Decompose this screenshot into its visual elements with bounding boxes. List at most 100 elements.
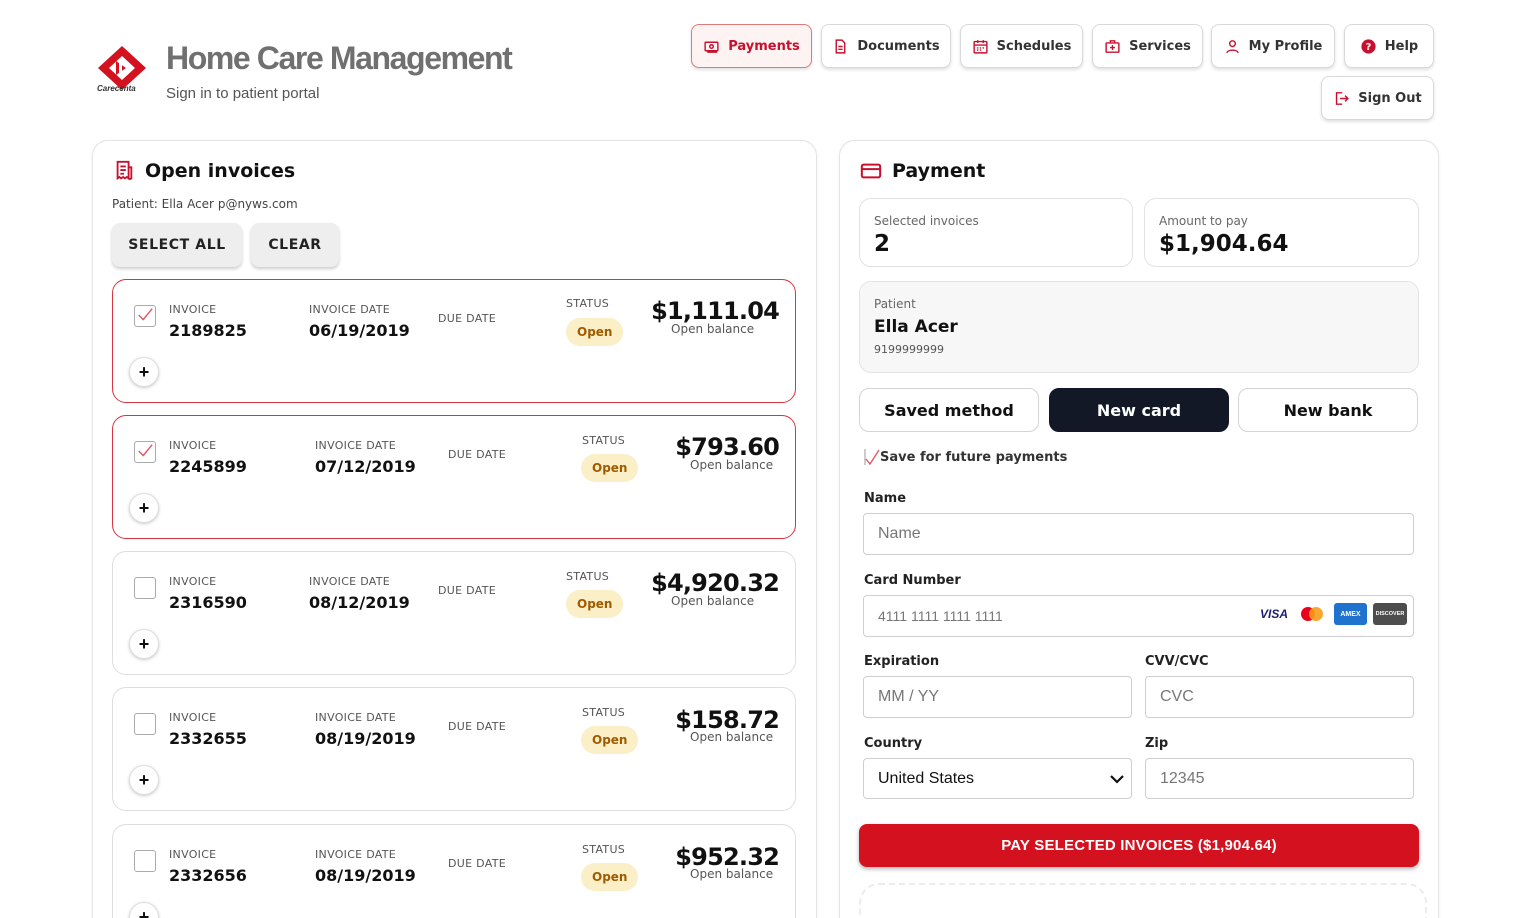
invoice-checkbox[interactable] [134, 850, 156, 872]
nav-documents-button[interactable]: Documents [821, 24, 951, 68]
invoice-card[interactable]: INVOICE 2245899 INVOICE DATE 07/12/2019 … [112, 415, 796, 539]
name-input[interactable] [863, 513, 1414, 555]
open-invoices-title: Open invoices [113, 160, 295, 182]
invoice-amount: $793.60 [675, 433, 780, 461]
invoice-checkbox[interactable] [134, 713, 156, 735]
due-date-label: DUE DATE [448, 448, 506, 461]
due-date-label: DUE DATE [448, 720, 506, 733]
new-bank-button[interactable]: New bank [1238, 388, 1418, 432]
document-icon [835, 38, 846, 54]
amount-to-pay-value: $1,904.64 [1159, 231, 1289, 257]
invoice-number-label: INVOICE [169, 303, 217, 316]
invoice-date: 07/12/2019 [315, 457, 416, 476]
discover-icon: DISCOVER [1373, 603, 1407, 625]
mastercard-icon [1296, 603, 1328, 625]
invoice-card[interactable]: INVOICE 2316590 INVOICE DATE 08/12/2019 … [112, 551, 796, 675]
invoice-date-label: INVOICE DATE [315, 439, 397, 452]
nav-help-label: Help [1384, 38, 1419, 54]
selected-invoices-box: Selected invoices 2 [859, 198, 1133, 267]
card-number-input[interactable] [863, 595, 1414, 637]
nav-sign-out-label: Sign Out [1358, 90, 1422, 106]
invoice-checkbox[interactable] [134, 577, 156, 599]
cvv-input[interactable] [1145, 676, 1414, 718]
nav-schedules-button[interactable]: Schedules [960, 24, 1083, 68]
patient-phone: 9199999999 [874, 343, 944, 356]
saved-method-button[interactable]: Saved method [859, 388, 1039, 432]
expand-invoice-button[interactable]: + [129, 765, 159, 795]
receipt-icon [116, 160, 133, 181]
patient-name: Ella Acer [874, 317, 958, 337]
amex-icon: AMEX [1334, 603, 1367, 625]
due-date-label: DUE DATE [448, 857, 506, 870]
invoice-amount: $4,920.32 [651, 569, 780, 597]
carecenta-logo-icon [98, 46, 146, 90]
save-future-checkbox[interactable]: Save for future payments [864, 448, 1067, 466]
nav-services-button[interactable]: Services [1092, 24, 1203, 68]
country-select[interactable]: United States [863, 758, 1132, 799]
invoice-checkbox[interactable] [134, 441, 156, 463]
payment-title: Payment [860, 160, 985, 182]
zip-input[interactable] [1145, 758, 1414, 799]
invoice-checkbox[interactable] [134, 305, 156, 327]
patient-email: p@nyws.com [217, 197, 298, 211]
status-label: STATUS [582, 843, 626, 856]
invoice-card[interactable]: INVOICE 2332655 INVOICE DATE 08/19/2019 … [112, 687, 796, 811]
status-label: STATUS [566, 570, 610, 583]
expiration-label: Expiration [864, 654, 940, 669]
invoice-number-label: INVOICE [169, 575, 217, 588]
invoice-number: 2189825 [169, 321, 247, 340]
nav-documents-label: Documents [857, 38, 940, 54]
expiration-input[interactable] [863, 676, 1132, 718]
nav-sign-out-button[interactable]: Sign Out [1321, 76, 1434, 120]
expand-invoice-button[interactable]: + [129, 629, 159, 659]
amount-to-pay-label: Amount to pay [1159, 214, 1248, 228]
calendar-icon [973, 39, 988, 54]
app-title: Home Care Management [166, 40, 513, 76]
nav-my-profile-button[interactable]: My Profile [1211, 24, 1335, 68]
name-label: Name [864, 491, 907, 506]
svg-text:?: ? [1365, 42, 1371, 53]
nav-services-label: Services [1129, 38, 1191, 54]
expand-invoice-button[interactable]: + [129, 357, 159, 387]
save-future-label: Save for future payments [880, 449, 1068, 465]
open-balance-label: Open balance [671, 322, 755, 336]
status-badge: Open [581, 726, 639, 754]
nav-payments-button[interactable]: Payments [691, 24, 812, 68]
invoice-amount: $158.72 [675, 706, 780, 734]
invoice-amount: $1,111.04 [651, 297, 780, 325]
expand-invoice-button[interactable]: + [129, 902, 159, 918]
pay-selected-invoices-button[interactable]: PAY SELECTED INVOICES ($1,904.64) [859, 824, 1419, 867]
brand-logo-text: Carecenta [97, 84, 136, 93]
patient-name: Ella Acer [161, 197, 214, 211]
card-number-label: Card Number [864, 573, 961, 588]
status-label: STATUS [566, 297, 610, 310]
open-balance-label: Open balance [690, 867, 774, 881]
open-balance-label: Open balance [671, 594, 755, 608]
invoice-date: 08/19/2019 [315, 866, 416, 885]
invoice-card[interactable]: INVOICE 2332656 INVOICE DATE 08/19/2019 … [112, 824, 796, 918]
selected-invoices-value: 2 [874, 231, 891, 257]
open-balance-label: Open balance [690, 458, 774, 472]
medical-kit-icon [1105, 39, 1120, 53]
payment-title-text: Payment [892, 160, 986, 182]
app-subtitle: Sign in to patient portal [166, 85, 320, 102]
checkmark-icon [138, 308, 153, 321]
invoice-number: 2245899 [169, 457, 247, 476]
patient-prefix: Patient: [112, 197, 158, 211]
invoice-date: 08/19/2019 [315, 729, 416, 748]
expand-invoice-button[interactable]: + [129, 493, 159, 523]
new-card-button[interactable]: New card [1049, 388, 1229, 432]
nav-payments-label: Payments [728, 38, 800, 54]
clear-button[interactable]: CLEAR [251, 223, 339, 267]
patient-summary: Patient Ella Acer 9199999999 [859, 281, 1419, 373]
open-balance-label: Open balance [690, 730, 774, 744]
invoice-card[interactable]: INVOICE 2189825 INVOICE DATE 06/19/2019 … [112, 279, 796, 403]
checkmark-icon [138, 444, 153, 457]
payments-icon [704, 41, 719, 53]
due-date-label: DUE DATE [438, 584, 496, 597]
card-brand-logos: VISA AMEX DISCOVER [1258, 603, 1407, 625]
select-all-button[interactable]: SELECT ALL [112, 223, 242, 267]
invoice-date-label: INVOICE DATE [309, 303, 391, 316]
zip-label: Zip [1145, 736, 1169, 751]
nav-help-button[interactable]: ? Help [1344, 24, 1434, 68]
